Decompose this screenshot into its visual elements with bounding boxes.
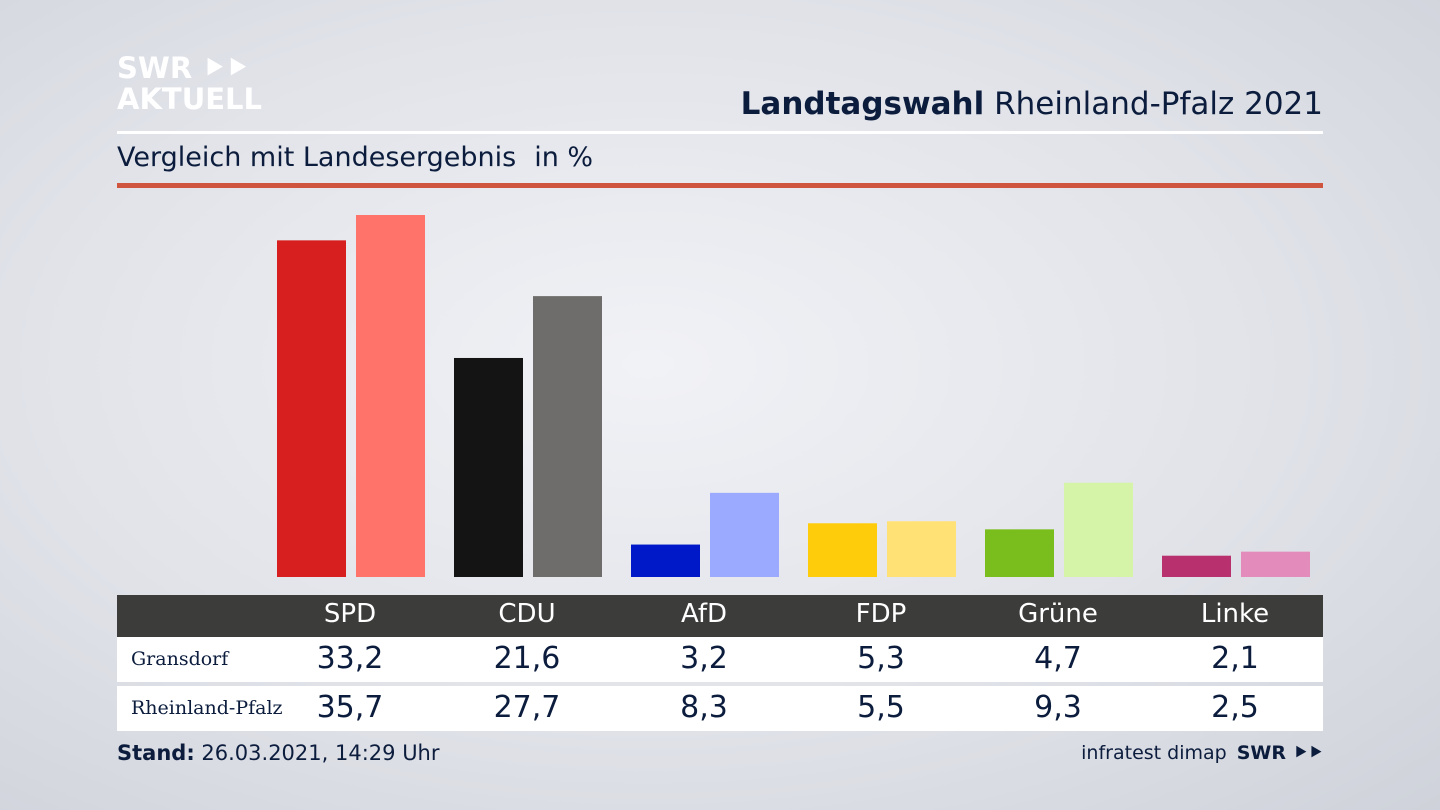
value-cell: 2,5 (1211, 690, 1259, 725)
logo-line-1: SWR ⯈⯈ (117, 51, 249, 85)
bar-gransdorf-cdu (454, 357, 523, 577)
title-divider (117, 131, 1323, 134)
value-cell: 3,2 (680, 641, 728, 676)
value-cell: 9,3 (1034, 690, 1082, 725)
column-header: CDU (498, 599, 556, 629)
value-cell: 35,7 (316, 690, 384, 725)
bar-rheinland-pfalz-afd (710, 492, 779, 577)
subtitle-text: Vergleich mit Landesergebnis (117, 142, 517, 173)
swr-aktuell-logo: SWR ⯈⯈ AKTUELL (117, 54, 262, 114)
source-credit: infratest dimap SWR ⯈⯈ (1081, 742, 1323, 764)
page-title: Landtagswahl Rheinland-Pfalz 2021 (741, 86, 1323, 122)
value-cell: 8,3 (680, 690, 728, 725)
stand-label: Stand: (117, 741, 195, 765)
bar-gransdorf-gruene (985, 529, 1054, 577)
bar-rheinland-pfalz-cdu (533, 296, 602, 577)
value-cell: 21,6 (493, 641, 561, 676)
logo-line-2: AKTUELL (117, 82, 263, 116)
table-row-rheinland-pfalz: Rheinland-Pfalz 35,7 27,7 8,3 5,5 9,3 2,5 (117, 686, 1323, 731)
bar-gransdorf-spd (277, 240, 346, 577)
column-header: Linke (1200, 599, 1270, 629)
bar-gransdorf-fdp (808, 523, 877, 577)
value-cell: 5,5 (857, 690, 905, 725)
bar-gransdorf-afd (631, 544, 700, 577)
bar-chart (277, 215, 1310, 577)
table-row-gransdorf: Gransdorf 33,2 21,6 3,2 5,3 4,7 2,1 (117, 637, 1323, 682)
timestamp: Stand: 26.03.2021, 14:29 Uhr (117, 741, 440, 765)
accent-divider (117, 183, 1323, 188)
row-label: Rheinland-Pfalz (131, 697, 283, 719)
bar-gransdorf-linke (1162, 555, 1231, 577)
title-rest: Rheinland-Pfalz 2021 (994, 86, 1323, 122)
bar-rheinland-pfalz-gruene (1064, 482, 1133, 577)
value-cell: 27,7 (493, 690, 561, 725)
table-header: SPD CDU AfD FDP Grüne Linke (117, 595, 1323, 637)
column-header: FDP (855, 599, 907, 629)
chart-subtitle: Vergleich mit Landesergebnis in % (117, 142, 593, 173)
subtitle-unit: in % (534, 142, 594, 173)
value-cell: 5,3 (857, 641, 905, 676)
column-header: Grüne (1018, 599, 1098, 629)
value-cell: 4,7 (1034, 641, 1082, 676)
column-header: AfD (680, 599, 728, 629)
swr-logo: SWR ⯈⯈ (1236, 742, 1323, 764)
stand-value: 26.03.2021, 14:29 Uhr (201, 741, 440, 765)
value-cell: 2,1 (1211, 641, 1259, 676)
title-bold: Landtagswahl (740, 86, 985, 122)
bar-rheinland-pfalz-linke (1241, 551, 1310, 577)
row-label: Gransdorf (131, 648, 229, 670)
bar-rheinland-pfalz-fdp (887, 521, 956, 577)
value-cell: 33,2 (316, 641, 384, 676)
column-header: SPD (323, 599, 377, 629)
source-name: infratest dimap (1081, 742, 1227, 764)
bar-rheinland-pfalz-spd (356, 215, 425, 577)
